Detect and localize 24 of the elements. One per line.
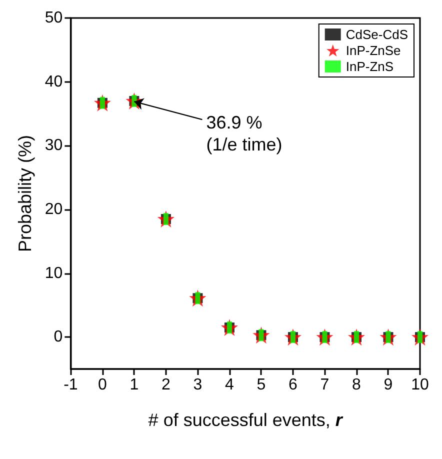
x-tick-label: 7 xyxy=(320,376,330,394)
legend-label: InP-ZnS xyxy=(346,59,394,74)
y-axis-title: Probability (%) xyxy=(15,134,35,252)
x-tick-label: 3 xyxy=(193,376,202,394)
x-tick-label: 8 xyxy=(352,376,362,394)
x-tick-label: 9 xyxy=(384,376,393,394)
y-tick-label: 0 xyxy=(54,328,63,346)
x-axis-title: # of successful events, r xyxy=(148,410,344,430)
x-tick-label: 5 xyxy=(256,376,266,394)
y-tick-label: 20 xyxy=(44,200,63,218)
x-tick-label: 4 xyxy=(225,376,234,394)
x-tick-label: 6 xyxy=(288,376,298,394)
y-tick-label: 10 xyxy=(44,264,63,282)
y-tick-label: 40 xyxy=(44,73,63,90)
legend-label: CdSe-CdS xyxy=(346,27,408,42)
y-tick-label: 50 xyxy=(44,10,63,26)
x-tick-label: -1 xyxy=(64,376,78,394)
annotation: 36.9 % (1/e time) xyxy=(206,112,282,155)
x-tick-label: 10 xyxy=(411,376,429,394)
x-tick-label: 2 xyxy=(162,376,171,394)
y-tick-label: 30 xyxy=(44,137,63,154)
x-tick-label: 0 xyxy=(98,376,107,394)
x-tick-label: 1 xyxy=(130,376,139,394)
legend-label: InP-ZnSe xyxy=(346,43,401,58)
